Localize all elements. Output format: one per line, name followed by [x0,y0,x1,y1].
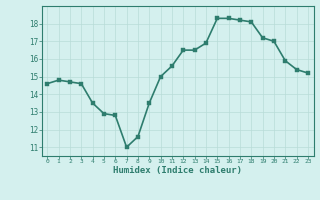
X-axis label: Humidex (Indice chaleur): Humidex (Indice chaleur) [113,166,242,175]
